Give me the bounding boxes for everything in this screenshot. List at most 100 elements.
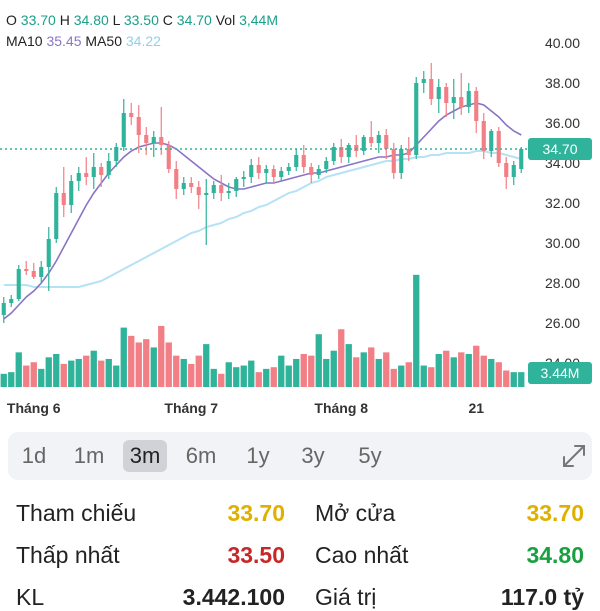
candle (61, 167, 66, 217)
candle (489, 129, 494, 157)
volume-bar (38, 368, 45, 387)
candle (121, 99, 126, 151)
candle (451, 79, 456, 119)
candle (219, 175, 224, 201)
high-label: H (59, 12, 70, 28)
volume-bar (278, 355, 285, 387)
candle (54, 187, 59, 243)
volume-bar (83, 355, 90, 387)
lowest-price-value: 33.50 (227, 542, 285, 568)
candle (181, 177, 186, 195)
volume-bar (458, 352, 465, 387)
candle (519, 147, 524, 173)
candle (159, 107, 164, 155)
candle (414, 77, 419, 159)
volume-bar (323, 358, 330, 387)
volume-bar (15, 352, 22, 387)
time-tick-label: Tháng 8 (314, 400, 368, 416)
volume-bar (450, 357, 457, 387)
last-price-label: 34.70 (542, 141, 577, 157)
volume-stat-value: 3.442.100 (182, 584, 285, 610)
candle (346, 143, 351, 163)
volume-bar (405, 362, 412, 387)
time-tick-label: 21 (468, 400, 484, 416)
candle (226, 183, 231, 199)
expand-icon[interactable] (560, 442, 588, 470)
timeframe-3y[interactable]: 3y (301, 443, 325, 468)
candle (144, 127, 149, 155)
volume-bar (315, 334, 322, 387)
close-value: 34.70 (176, 12, 212, 28)
candle (279, 167, 284, 181)
price-tick-label: 32.00 (545, 195, 580, 211)
volume-bar (480, 355, 487, 387)
candle (91, 153, 96, 189)
price-tick-label: 26.00 (545, 315, 580, 331)
candle (406, 137, 411, 161)
volume-bar (503, 370, 510, 387)
volume-bar (338, 329, 345, 387)
time-tick-label: Tháng 6 (7, 400, 61, 416)
price-chart[interactable]: 40.0038.0036.0034.0032.0030.0028.0026.00… (0, 0, 600, 425)
timeframe-1d[interactable]: 1d (21, 443, 47, 468)
candle (234, 177, 239, 197)
candle (331, 143, 336, 165)
candle (84, 157, 89, 185)
volume-bar (90, 350, 97, 387)
candle (481, 113, 486, 159)
ma50-line (3, 150, 522, 288)
volume-bar (173, 355, 180, 387)
candle (339, 139, 344, 163)
candle (166, 141, 171, 173)
open-price-label: Mở cửa (315, 500, 396, 526)
timeframe-selector: 1d 1m 3m 6m 1y 3y 5y (8, 432, 592, 480)
volume-bar (443, 350, 450, 387)
ohlc-readout: O 33.70 H 34.80 L 33.50 C 34.70 Vol 3,44… (6, 12, 278, 28)
volume-bar (120, 327, 127, 387)
volume-bar (23, 365, 30, 387)
candle (174, 161, 179, 199)
volume-bar (518, 372, 525, 387)
ma10-label: MA10 (6, 33, 43, 49)
volume-bar (263, 368, 270, 387)
last-volume-label: 3.44M (541, 365, 580, 381)
volume-bar (188, 363, 195, 387)
candle (204, 179, 209, 245)
ma-readout: MA10 35.45 MA50 34.22 (6, 33, 161, 49)
volume-bar (195, 355, 202, 387)
candle (309, 163, 314, 183)
close-label: C (162, 12, 173, 28)
ma50-value: 34.22 (125, 33, 161, 49)
timeframe-6m[interactable]: 6m (185, 443, 217, 468)
volume-bar (158, 325, 165, 387)
trade-value-label: Giá trị (315, 584, 377, 610)
timeframe-1y[interactable]: 1y (246, 443, 270, 468)
candle (16, 265, 21, 301)
candle (301, 145, 306, 173)
timeframe-3m[interactable]: 3m (123, 440, 167, 472)
price-axis: 40.0038.0036.0034.0032.0030.0028.0026.00… (0, 35, 592, 384)
time-axis: Tháng 6 Tháng 7 Tháng 8 21 (7, 400, 484, 416)
candle (511, 161, 516, 185)
volume-bar (510, 372, 517, 387)
price-tick-label: 38.00 (545, 75, 580, 91)
timeframe-1m[interactable]: 1m (73, 443, 105, 468)
candle (376, 131, 381, 153)
volume-bar (68, 360, 75, 387)
candle (241, 171, 246, 187)
candle (249, 159, 254, 183)
candle (316, 165, 321, 179)
candle (504, 157, 509, 189)
candle (129, 103, 134, 125)
timeframe-5y[interactable]: 5y (358, 443, 382, 468)
price-tick-label: 28.00 (545, 275, 580, 291)
candle (421, 71, 426, 93)
candle (114, 143, 119, 167)
highest-price-value: 34.80 (526, 542, 584, 568)
volume-bar (413, 274, 420, 387)
last-volume-tag (528, 362, 592, 384)
candle (31, 263, 36, 279)
candle (429, 63, 434, 105)
volume-bar (383, 352, 390, 387)
candle (436, 79, 441, 113)
